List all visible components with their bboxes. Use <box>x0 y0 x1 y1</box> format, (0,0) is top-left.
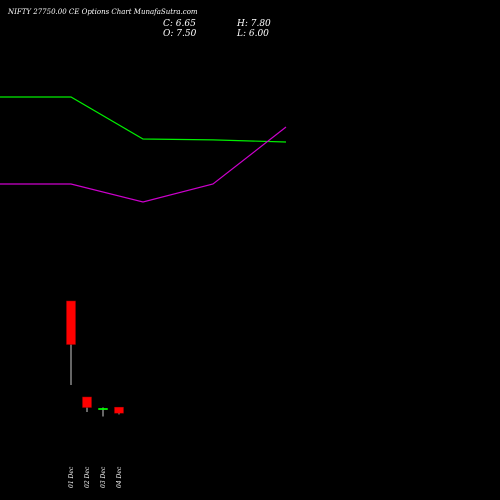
green-line <box>0 96 287 143</box>
x-tick-label: 02 Dec <box>84 466 91 488</box>
x-tick-label: 04 Dec <box>116 466 123 488</box>
x-tick-label: 01 Dec <box>68 466 75 488</box>
magenta-line <box>0 126 287 203</box>
candle <box>82 396 92 412</box>
open-value: O: 7.50 <box>163 29 197 39</box>
x-tick-label: 03 Dec <box>100 466 107 488</box>
candles <box>66 300 124 417</box>
candle <box>66 300 76 385</box>
candle-body <box>98 408 108 410</box>
x-axis-tick-labels: 01 Dec 02 Dec 03 Dec 04 Dec <box>68 466 123 488</box>
high-value: H: 7.80 <box>237 19 271 29</box>
candle-body <box>66 300 76 345</box>
candle-body <box>114 406 124 414</box>
close-value: C: 6.65 <box>163 19 196 29</box>
low-value: L: 6.00 <box>237 29 269 39</box>
candle <box>98 407 108 417</box>
chart-title: NIFTY 27750.00 CE Options Chart MunafaSu… <box>8 8 198 16</box>
candle <box>114 406 124 415</box>
candle-body <box>82 396 92 408</box>
overlay-lines <box>0 96 287 203</box>
